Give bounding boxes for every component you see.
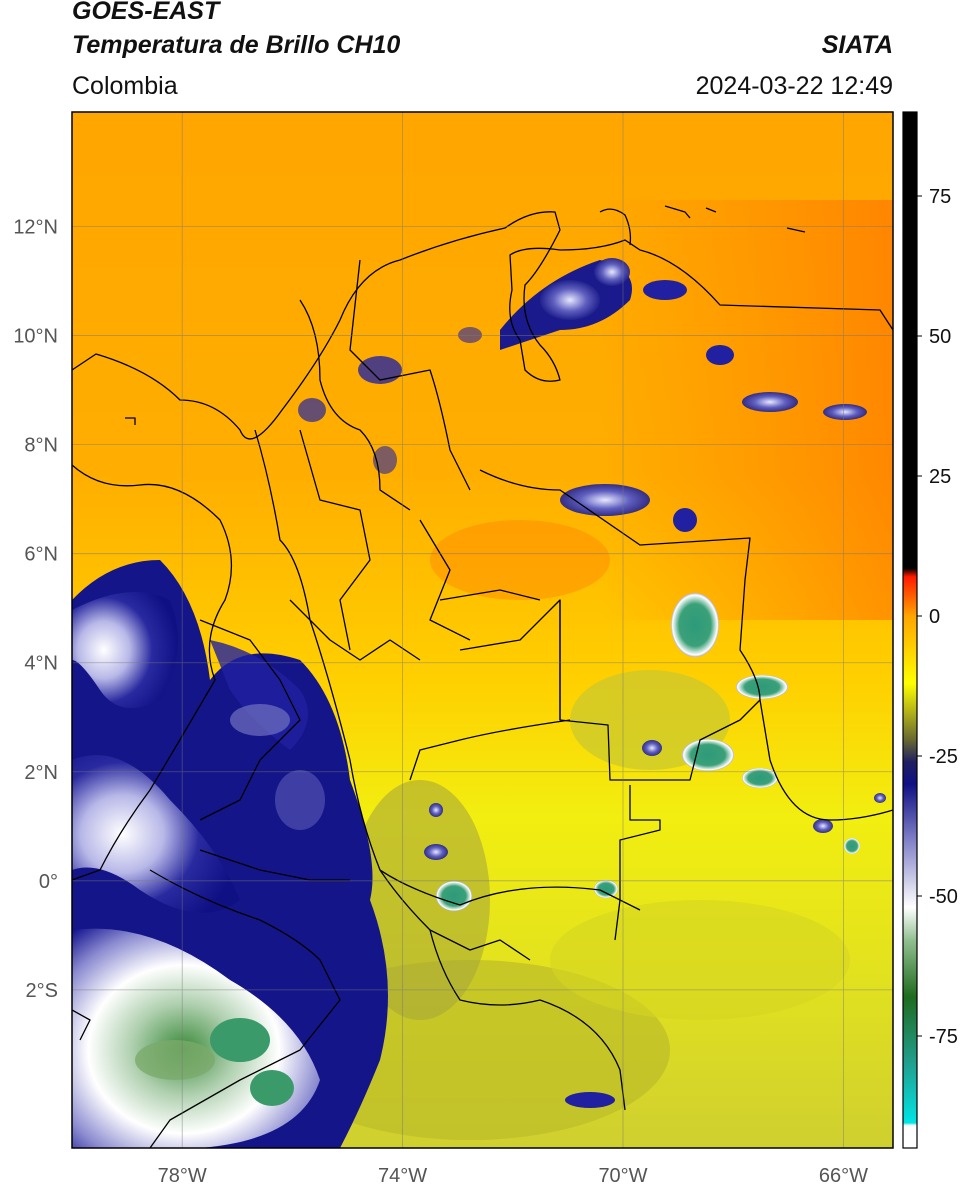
colorbar-tick-label: 0: [929, 606, 940, 628]
lat-tick-label: 4°N: [24, 653, 58, 675]
satellite-title: GOES-EAST: [72, 0, 220, 25]
lon-tick-label: 66°W: [819, 1165, 868, 1187]
lon-tick-label: 74°W: [378, 1165, 427, 1187]
lon-tick-label: 78°W: [158, 1165, 207, 1187]
lat-tick-label: 10°N: [13, 326, 58, 348]
colorbar-tick-label: 75: [929, 186, 951, 208]
brightness-temperature-field: [72, 112, 893, 1148]
colorbar-tick-label: -75: [929, 1026, 958, 1048]
colorbar-gradient: [903, 112, 917, 1148]
agency-label: SIATA: [821, 31, 893, 59]
colorbar-tick-labels: 75 50 25 0 -25 -50 -75: [917, 186, 958, 1048]
lat-tick-label: 0°: [39, 871, 58, 893]
product-title: Temperatura de Brillo CH10: [72, 31, 401, 59]
datetime-label: 2024-03-22 12:49: [695, 72, 893, 100]
map-frame: [71, 111, 894, 1149]
coastline-borders: [72, 205, 893, 1148]
latitude-tick-labels: 12°N 10°N 8°N 6°N 4°N 2°N 0° 2°S: [13, 217, 58, 1002]
lon-tick-label: 70°W: [598, 1165, 647, 1187]
longitude-tick-labels: 78°W 74°W 70°W 66°W: [158, 1165, 868, 1187]
lat-tick-label: 8°N: [24, 435, 58, 457]
colorbar-frame: [902, 111, 918, 1149]
colorbar-tick-label: 50: [929, 326, 951, 348]
colorbar-tick-label: -25: [929, 746, 958, 768]
graticule-lines: [72, 112, 893, 1148]
colorbar-tick-label: 25: [929, 466, 951, 488]
lat-tick-label: 6°N: [24, 544, 58, 566]
lat-tick-label: 2°S: [26, 980, 58, 1002]
lat-tick-label: 2°N: [24, 762, 58, 784]
region-label: Colombia: [72, 72, 178, 100]
lat-tick-label: 12°N: [13, 217, 58, 239]
colorbar-tick-label: -50: [929, 886, 958, 908]
colorbar: 75 50 25 0 -25 -50 -75: [902, 111, 958, 1149]
